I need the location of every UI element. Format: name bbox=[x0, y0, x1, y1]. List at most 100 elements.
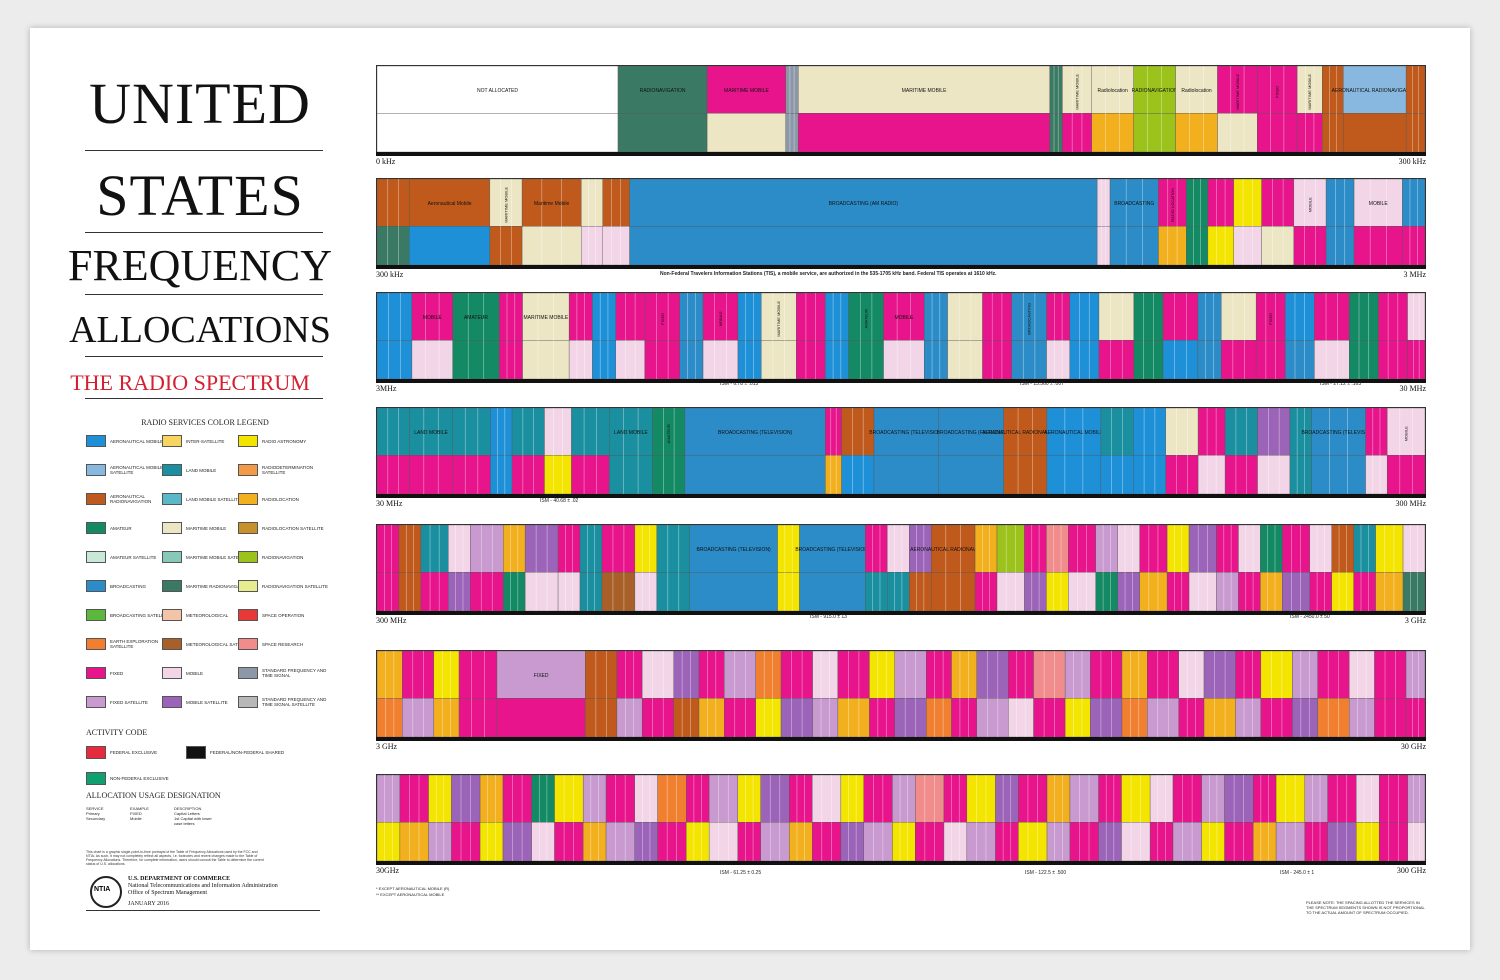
segment-bottom bbox=[1011, 340, 1047, 379]
allocation-segment bbox=[1233, 179, 1262, 265]
allocation-segment: MOBILE bbox=[1386, 408, 1425, 494]
segment-bottom bbox=[490, 455, 513, 494]
segment-top bbox=[1314, 293, 1350, 341]
segment-bottom bbox=[848, 340, 884, 379]
legend-label: MOBILE bbox=[186, 670, 204, 676]
segment-top bbox=[502, 525, 526, 573]
segment-bottom bbox=[915, 822, 945, 861]
segment-bottom bbox=[452, 455, 491, 494]
segment-top bbox=[915, 775, 945, 823]
segment-bottom bbox=[377, 698, 403, 737]
segment-bottom bbox=[557, 572, 581, 611]
allocation-segment bbox=[1069, 293, 1100, 379]
segment-bottom bbox=[1261, 226, 1295, 265]
segment-bottom bbox=[470, 572, 504, 611]
segment-bottom bbox=[1331, 572, 1354, 611]
segment-bottom bbox=[924, 340, 948, 379]
segment-top bbox=[1018, 775, 1048, 823]
segment-top bbox=[1024, 525, 1047, 573]
segment-top bbox=[1402, 525, 1425, 573]
band-start-label: 0 kHz bbox=[376, 157, 396, 166]
allocation-segment: LAND MOBILE bbox=[609, 408, 653, 494]
segment-bottom bbox=[930, 572, 976, 611]
segment-top bbox=[571, 408, 610, 456]
segment-bottom bbox=[1343, 113, 1407, 152]
segment-top bbox=[892, 775, 916, 823]
segment-bottom bbox=[1260, 572, 1283, 611]
segment-bottom bbox=[812, 698, 839, 737]
segment-bottom bbox=[909, 572, 932, 611]
segment-top bbox=[1133, 408, 1166, 456]
segment-top bbox=[452, 408, 491, 456]
allocation-segment bbox=[825, 408, 842, 494]
segment-bottom bbox=[825, 340, 849, 379]
allocation-segment bbox=[679, 293, 704, 379]
segment-top bbox=[982, 293, 1012, 341]
segment-top bbox=[1292, 651, 1318, 699]
segment-bottom bbox=[1224, 455, 1258, 494]
band-start-label: 30 MHz bbox=[376, 499, 403, 508]
segment-bottom bbox=[1374, 698, 1407, 737]
legend-item: INTER-SATELLITE bbox=[162, 435, 258, 447]
segment-top bbox=[1166, 525, 1190, 573]
segment-top bbox=[1304, 775, 1328, 823]
allocation-segment bbox=[1121, 651, 1148, 737]
allocation-segment bbox=[1353, 525, 1376, 611]
segment-bottom bbox=[1197, 340, 1222, 379]
segment-bottom bbox=[966, 822, 996, 861]
segment-top bbox=[1260, 525, 1283, 573]
allocation-segment bbox=[1197, 293, 1222, 379]
segment-bottom bbox=[1186, 226, 1209, 265]
segment-top bbox=[1011, 293, 1047, 341]
segment-bottom bbox=[1201, 822, 1225, 861]
allocation-segment bbox=[420, 525, 449, 611]
segment-bottom bbox=[652, 455, 686, 494]
segment-top bbox=[996, 525, 1025, 573]
segment-bottom bbox=[458, 698, 498, 737]
segment-label: Radiolocation bbox=[1181, 88, 1212, 94]
title-divider bbox=[85, 150, 323, 151]
segment-bottom bbox=[702, 340, 739, 379]
allocation-segment bbox=[982, 293, 1012, 379]
segment-bottom bbox=[1133, 340, 1164, 379]
allocation-segment bbox=[1203, 651, 1236, 737]
allocation-segment bbox=[995, 775, 1019, 861]
segment-bottom bbox=[1257, 455, 1291, 494]
band-start-label: 3MHz bbox=[376, 384, 397, 393]
segment-bottom bbox=[1405, 698, 1425, 737]
segment-top bbox=[1349, 293, 1379, 341]
allocation-segment bbox=[1033, 651, 1066, 737]
allocation-segment bbox=[1325, 179, 1355, 265]
band-graphic bbox=[377, 775, 1425, 861]
segment-top bbox=[1309, 525, 1332, 573]
segment-top bbox=[402, 651, 435, 699]
please-note: PLEASE NOTE: THE SPACING ALLOTTED THE SE… bbox=[1306, 900, 1425, 915]
allocation-segment bbox=[377, 651, 403, 737]
segment-top bbox=[1238, 525, 1261, 573]
allocation-segment bbox=[1201, 775, 1225, 861]
segment-bottom bbox=[1282, 572, 1310, 611]
segment-bottom bbox=[617, 113, 708, 152]
segment-bottom bbox=[605, 822, 635, 861]
segment-bottom bbox=[1100, 455, 1134, 494]
allocation-segment bbox=[470, 525, 504, 611]
spectrum-band: BROADCASTING (TELEVISION) BROADCASTING (T… bbox=[376, 524, 1426, 612]
segment-top bbox=[1386, 408, 1425, 456]
segment-label: MOBILE bbox=[718, 311, 723, 326]
band-end-label: 3 GHz bbox=[1404, 616, 1426, 625]
segment-bottom bbox=[777, 572, 800, 611]
segment-bottom bbox=[974, 572, 998, 611]
segment-bottom bbox=[1165, 455, 1199, 494]
title-divider bbox=[85, 398, 323, 399]
segment-top bbox=[841, 408, 875, 456]
segment-top bbox=[634, 525, 658, 573]
segment-label: FIXED bbox=[1275, 86, 1280, 98]
allocation-segment bbox=[1100, 408, 1134, 494]
segment-bottom bbox=[1069, 822, 1099, 861]
segment-top bbox=[399, 775, 429, 823]
allocation-segment bbox=[1098, 293, 1135, 379]
allocation-segment bbox=[377, 525, 400, 611]
segment-label: AERONAUTICAL RADIONAVIGATION bbox=[1332, 88, 1418, 94]
segment-top bbox=[1172, 775, 1202, 823]
segment-bottom bbox=[411, 340, 453, 379]
